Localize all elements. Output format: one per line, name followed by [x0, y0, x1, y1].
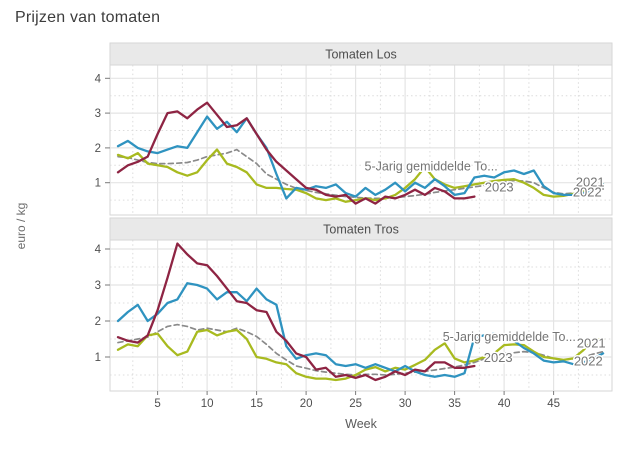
- facet-strip: [109, 42, 613, 66]
- x-tick-label: 40: [498, 398, 511, 410]
- x-tick-label: 10: [201, 398, 214, 410]
- series-line-2021: [116, 328, 605, 382]
- x-tick-label: 15: [250, 398, 263, 410]
- direct-label-2023: 2023: [485, 179, 514, 194]
- grid-major: [110, 240, 612, 391]
- x-tick-label: 45: [547, 398, 560, 410]
- x-tick-label: 35: [448, 398, 461, 410]
- y-tick-label: 4: [95, 244, 102, 256]
- direct-label-2021: 2021: [576, 174, 605, 189]
- x-tick-label: 30: [399, 398, 412, 410]
- direct-label-2022: 2022: [573, 185, 602, 200]
- series-line-2022: [116, 115, 605, 200]
- grid-minor: [110, 65, 612, 215]
- y-tick-label: 3: [95, 108, 101, 120]
- series-line-2021: [116, 148, 605, 203]
- panel-tomaten-tros: 5-Jarig gemiddelde To... 2023 2021 2022 Toma…: [95, 217, 613, 392]
- x-tick-label: 5: [154, 398, 160, 410]
- y-tick-label: 4: [95, 73, 102, 85]
- series-line-2023: [116, 242, 476, 382]
- facet-strip-title: Tomaten Tros: [323, 223, 399, 237]
- y-tick-label: 1: [95, 178, 101, 190]
- y-tick-label: 2: [95, 316, 101, 328]
- panel-background: [109, 64, 613, 216]
- x-tick-label: 25: [349, 398, 362, 410]
- y-tick-label: 3: [95, 280, 101, 292]
- y-tick-label: 1: [95, 352, 101, 364]
- x-axis-title: Week: [345, 417, 377, 431]
- facet-strip: [109, 217, 613, 241]
- y-axis-ticks: 1 2 3 4: [95, 73, 110, 190]
- x-tick-label: 20: [300, 398, 313, 410]
- page-title: Prijzen van tomaten: [15, 9, 161, 26]
- direct-label-5-jarig-gemiddelde-to-: 5-Jarig gemiddelde To...: [365, 159, 498, 173]
- direct-label-2022: 2022: [574, 353, 603, 368]
- panel-background: [109, 239, 613, 392]
- series-line-2023: [116, 101, 476, 205]
- direct-label-2021: 2021: [577, 335, 606, 350]
- y-axis-title: euro / kg: [14, 202, 28, 250]
- y-tick-label: 2: [95, 143, 101, 155]
- y-axis-ticks: 1 2 3 4: [95, 244, 110, 364]
- series-line-5-jarig-gemiddelde-to-: [117, 323, 604, 376]
- series-line-2022: [116, 282, 605, 378]
- direct-label-2023: 2023: [484, 350, 513, 365]
- direct-label-5-jarig-gemiddelde-to-: 5-Jarig gemiddelde To...: [443, 330, 576, 344]
- facet-strip-title: Tomaten Los: [325, 48, 397, 62]
- x-axis: 5 10 15 20 25 30 35 40 45 Week: [154, 391, 560, 431]
